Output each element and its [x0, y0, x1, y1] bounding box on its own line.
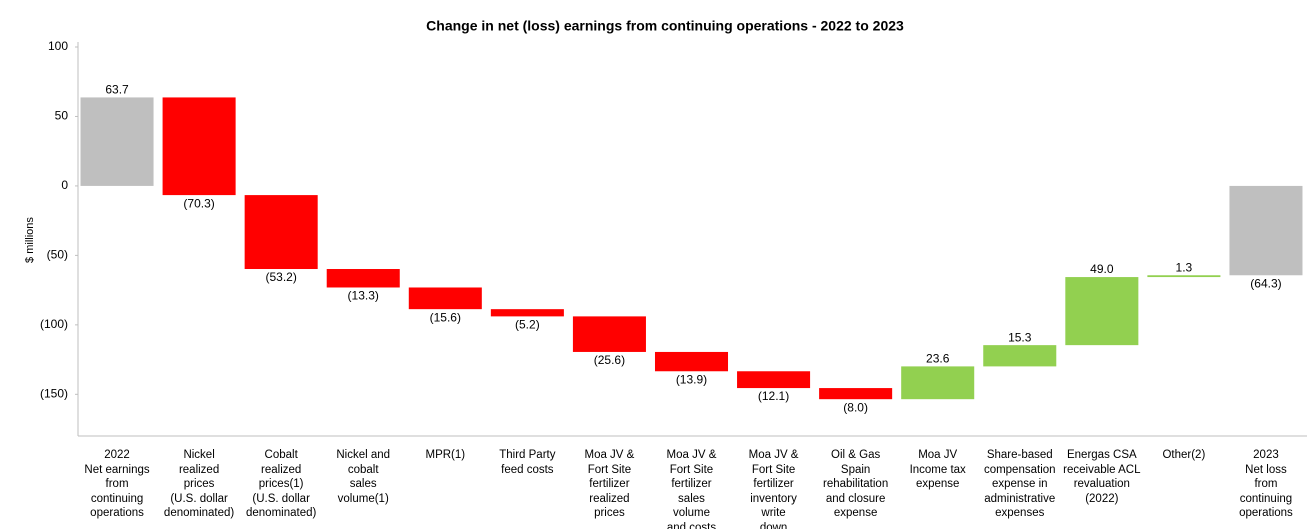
value-label: 63.7 — [105, 83, 129, 97]
x-tick-label: Nickel and cobalt sales volume(1) — [336, 449, 391, 505]
y-tick-label: 50 — [55, 109, 69, 123]
chart-title: Change in net (loss) earnings from conti… — [426, 18, 904, 34]
value-label: (12.1) — [758, 389, 789, 403]
value-label: (53.2) — [265, 270, 296, 284]
x-tick-label: 2022 Net earnings from continuing operat… — [84, 449, 150, 519]
value-label: (15.6) — [430, 310, 461, 324]
value-label: 49.0 — [1090, 262, 1114, 276]
bar — [80, 97, 154, 186]
x-tick-label: Moa JV & Fort Site fertilizer inventory … — [748, 449, 799, 529]
value-label: (5.2) — [515, 318, 540, 332]
bar — [654, 351, 729, 372]
bar — [983, 345, 1057, 367]
y-tick-label: (100) — [40, 317, 68, 331]
value-label: 23.6 — [926, 352, 950, 366]
x-tick-label: Moa JV & Fort Site fertilizer realized p… — [584, 449, 635, 519]
x-tick-label: 2023 Net loss from continuing operations — [1239, 449, 1293, 519]
bar — [1147, 275, 1221, 278]
value-label: (13.3) — [348, 289, 379, 303]
x-tick-label: Moa JV & Fort Site fertilizer sales volu… — [666, 449, 717, 529]
y-tick-label: (150) — [40, 386, 68, 400]
y-tick-label: 100 — [48, 39, 68, 53]
bar — [162, 97, 236, 196]
x-tick-label: Moa JV Income tax expense — [909, 449, 966, 490]
value-label: 15.3 — [1008, 330, 1032, 344]
bar — [901, 366, 975, 400]
x-tick-label: Oil & Gas Spain rehabilitation and closu… — [823, 449, 889, 519]
value-label: (70.3) — [183, 196, 214, 210]
x-tick-label: Other(2) — [1162, 449, 1206, 461]
x-tick-label: Share-based compensation expense in admi… — [983, 449, 1056, 519]
x-tick-label: Third Party feed costs — [499, 449, 556, 476]
value-label: (25.6) — [594, 353, 625, 367]
value-label: (13.9) — [676, 372, 707, 386]
bar — [244, 195, 318, 270]
bar — [408, 287, 482, 310]
bar — [572, 316, 646, 352]
y-tick-label: (50) — [47, 248, 68, 262]
value-label: (64.3) — [1250, 276, 1281, 290]
x-tick-label: Energas CSA receivable ACL revaluation (… — [1063, 449, 1141, 505]
value-label: (8.0) — [843, 400, 868, 414]
bar — [490, 309, 564, 317]
bar — [737, 371, 811, 389]
x-tick-label: Nickel realized prices (U.S. dollar deno… — [163, 449, 235, 519]
y-tick-label: 0 — [61, 178, 68, 192]
bar — [1065, 277, 1139, 346]
bar — [819, 388, 893, 400]
bar — [326, 269, 400, 288]
x-tick-label: MPR(1) — [425, 449, 466, 461]
value-label: 1.3 — [1176, 260, 1193, 274]
y-axis-label: $ millions — [24, 217, 36, 263]
bar — [1229, 185, 1303, 276]
x-tick-label: Cobalt realized prices(1) (U.S. dollar d… — [245, 449, 317, 519]
